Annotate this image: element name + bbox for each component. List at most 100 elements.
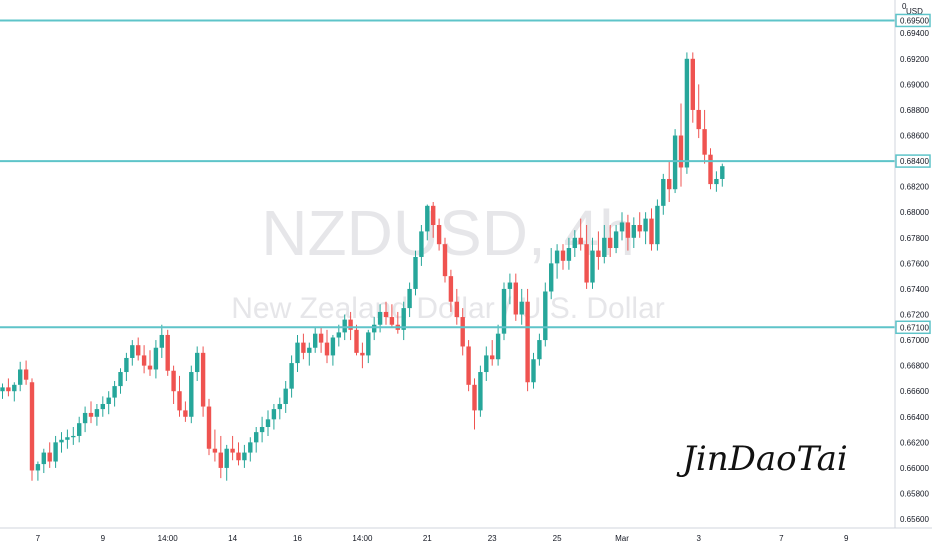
candle [283,380,288,413]
level-labels: 0.69500 0.68400 0.67100 [895,13,931,335]
candle-body [354,329,359,353]
candle-body [531,359,536,383]
candle [59,432,64,453]
candle [655,199,660,251]
level-label-box [895,13,931,28]
candle [301,333,306,360]
candle [112,380,117,407]
candle-body [0,387,5,392]
y-tick-label: 0.68200 [900,183,929,192]
candle [720,163,725,187]
y-tick-label: 0.67400 [900,285,929,294]
candle [29,378,35,481]
candle [6,378,11,397]
candle [218,435,223,479]
candle-body [336,332,341,338]
candle [53,435,58,468]
price-axis[interactable]: 0 USD 0.69500 0.69400 0.69200 0.69000 0.6880… [894,0,932,528]
candle-body [271,409,277,420]
candle-body [106,397,111,404]
candle [324,329,330,364]
candle-body [613,231,619,249]
candle-body [171,370,176,392]
candle-body [720,166,725,179]
candle-body [649,218,654,245]
candle [313,327,318,353]
candle-body [248,442,253,453]
candle-body [661,178,666,206]
candle-body [454,301,459,318]
candle [372,317,377,341]
candle-body [466,346,471,385]
x-tick-label: 9 [101,534,106,543]
candle [389,304,395,328]
candle-body [372,324,377,333]
candle [130,340,135,366]
candle-body [566,248,572,261]
candle [708,148,713,190]
candle-body [507,282,513,289]
y-tick-label: 0.69000 [900,80,929,89]
y-tick-label: 0.66800 [900,362,929,371]
candle-body [71,435,76,438]
candle-body [425,205,430,232]
candle-body [307,347,312,353]
candle [106,391,111,415]
candle-body [608,237,613,249]
candle [501,282,507,341]
candle [348,311,353,341]
candle-body [436,225,442,245]
candle [602,225,607,264]
candle [619,212,625,241]
candle [690,52,695,123]
candle [82,406,88,433]
candle-body [596,250,601,257]
candle [18,361,23,392]
candle-body [678,135,684,168]
candle [401,301,406,341]
candle-body [65,437,70,440]
candle-body [165,334,170,371]
candle-body [236,452,241,461]
candle-body [112,386,117,398]
candle [436,218,442,251]
y-tick-label: 0.66200 [900,438,929,447]
candle-body [118,372,123,387]
candle-body [342,319,347,333]
candle [448,269,454,312]
candle-body [490,355,495,360]
candle-body [29,382,35,471]
price-axis-background [895,0,932,528]
y-tick-label: 0.66000 [900,464,929,473]
time-axis[interactable]: 7 9 14:00 14 16 14:00 21 23 25 Mar 3 7 9 [0,527,932,543]
candle-body [672,135,678,190]
candle-body [383,311,389,318]
candle-body [696,109,701,130]
candle [254,427,259,453]
candle [490,340,495,366]
level-label-text: 0.67100 [900,323,929,332]
candle-body [295,342,300,364]
candle-body [82,412,88,424]
x-tick-label: 9 [844,534,849,543]
candle-body [18,369,23,385]
horizontal-levels[interactable] [0,19,895,329]
candle [35,461,41,481]
candle [354,324,359,356]
candle [625,214,631,251]
candle [596,231,601,270]
candle-body [53,442,58,462]
candle [631,217,636,249]
candle [531,352,536,389]
candle [383,301,389,325]
candle [554,244,560,279]
y-tick-label: 0.68800 [900,106,929,115]
candle-body [484,355,489,373]
candle [572,230,577,257]
candle-body [77,423,82,436]
candle [407,282,412,318]
candle-body [330,337,336,356]
candle [23,360,29,385]
currency-label: USD [906,7,923,16]
